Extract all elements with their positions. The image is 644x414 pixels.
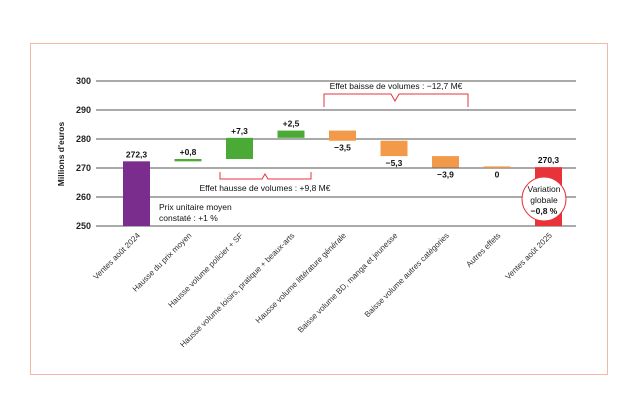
data-label: −5,3: [386, 158, 403, 168]
x-tick-label: Ventes août 2024: [92, 231, 143, 282]
data-label: 272,3: [126, 149, 148, 159]
variation-label-line1: Variation: [528, 184, 561, 194]
bar: [329, 130, 356, 141]
brace-hausse: [219, 172, 312, 180]
bar: [226, 137, 253, 160]
annotation-prix-line1: Prix unitaire moyen: [159, 202, 232, 212]
data-label: +7,3: [231, 126, 248, 136]
data-label: +0,8: [180, 147, 197, 157]
bar: [483, 166, 511, 168]
x-tick-label: Hausse volume loisirs, pratique + beaux-…: [178, 231, 296, 349]
x-tick-label: Baisse volume autres catégories: [363, 231, 451, 319]
x-tick-label: Baisse volume BD, manga et jeunesse: [296, 231, 400, 335]
y-tick-label: 300: [76, 76, 91, 86]
chart-frame: [30, 43, 608, 375]
data-label: 270,3: [538, 155, 560, 165]
bar: [380, 140, 408, 157]
bar: [432, 156, 459, 168]
annotation-baisse: Effet baisse de volumes : −12,7 M€: [330, 81, 463, 91]
data-label: −3,9: [437, 169, 454, 179]
x-tick-label: Hausse volume littérature générale: [254, 231, 348, 325]
bar: [123, 161, 150, 226]
annotation-hausse: Effet hausse de volumes : +9,8 M€: [200, 183, 331, 193]
annotation-prix-line2: constaté : +1 %: [159, 213, 218, 223]
y-tick-label: 250: [76, 221, 91, 231]
y-tick-label: 270: [76, 163, 91, 173]
y-axis-label: Millions d'euros: [56, 122, 66, 187]
data-label: +2,5: [283, 119, 300, 129]
data-label: −3,5: [334, 143, 351, 153]
y-tick-label: 280: [76, 134, 91, 144]
bar: [277, 130, 305, 138]
bar: [174, 159, 202, 162]
data-label: 0: [495, 169, 500, 179]
variation-label-line2: globale: [530, 195, 558, 205]
y-tick-label: 290: [76, 105, 91, 115]
brace-baisse: [323, 93, 469, 107]
variation-value: −0,8 %: [531, 206, 558, 216]
x-tick-label: Ventes août 2025: [504, 231, 555, 282]
variation-circle: [521, 176, 567, 222]
y-tick-label: 260: [76, 192, 91, 202]
x-tick-label: Autres effets: [464, 231, 502, 269]
